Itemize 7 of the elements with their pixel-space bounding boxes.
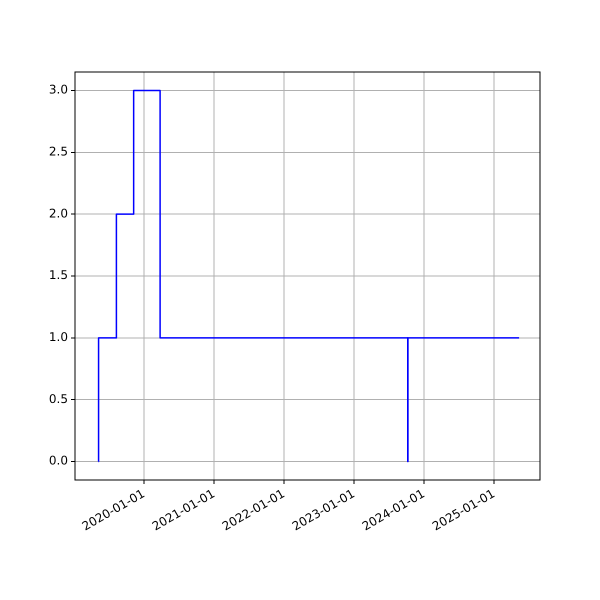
y-tick-label: 0.5 [48, 392, 68, 406]
y-tick-label: 1.0 [48, 330, 68, 344]
y-tick-label: 1.5 [48, 268, 68, 282]
y-tick-label: 2.0 [48, 206, 68, 220]
y-tick-label: 2.5 [48, 144, 68, 158]
y-tick-label: 0.0 [48, 454, 68, 468]
y-tick-label: 3.0 [48, 82, 68, 97]
